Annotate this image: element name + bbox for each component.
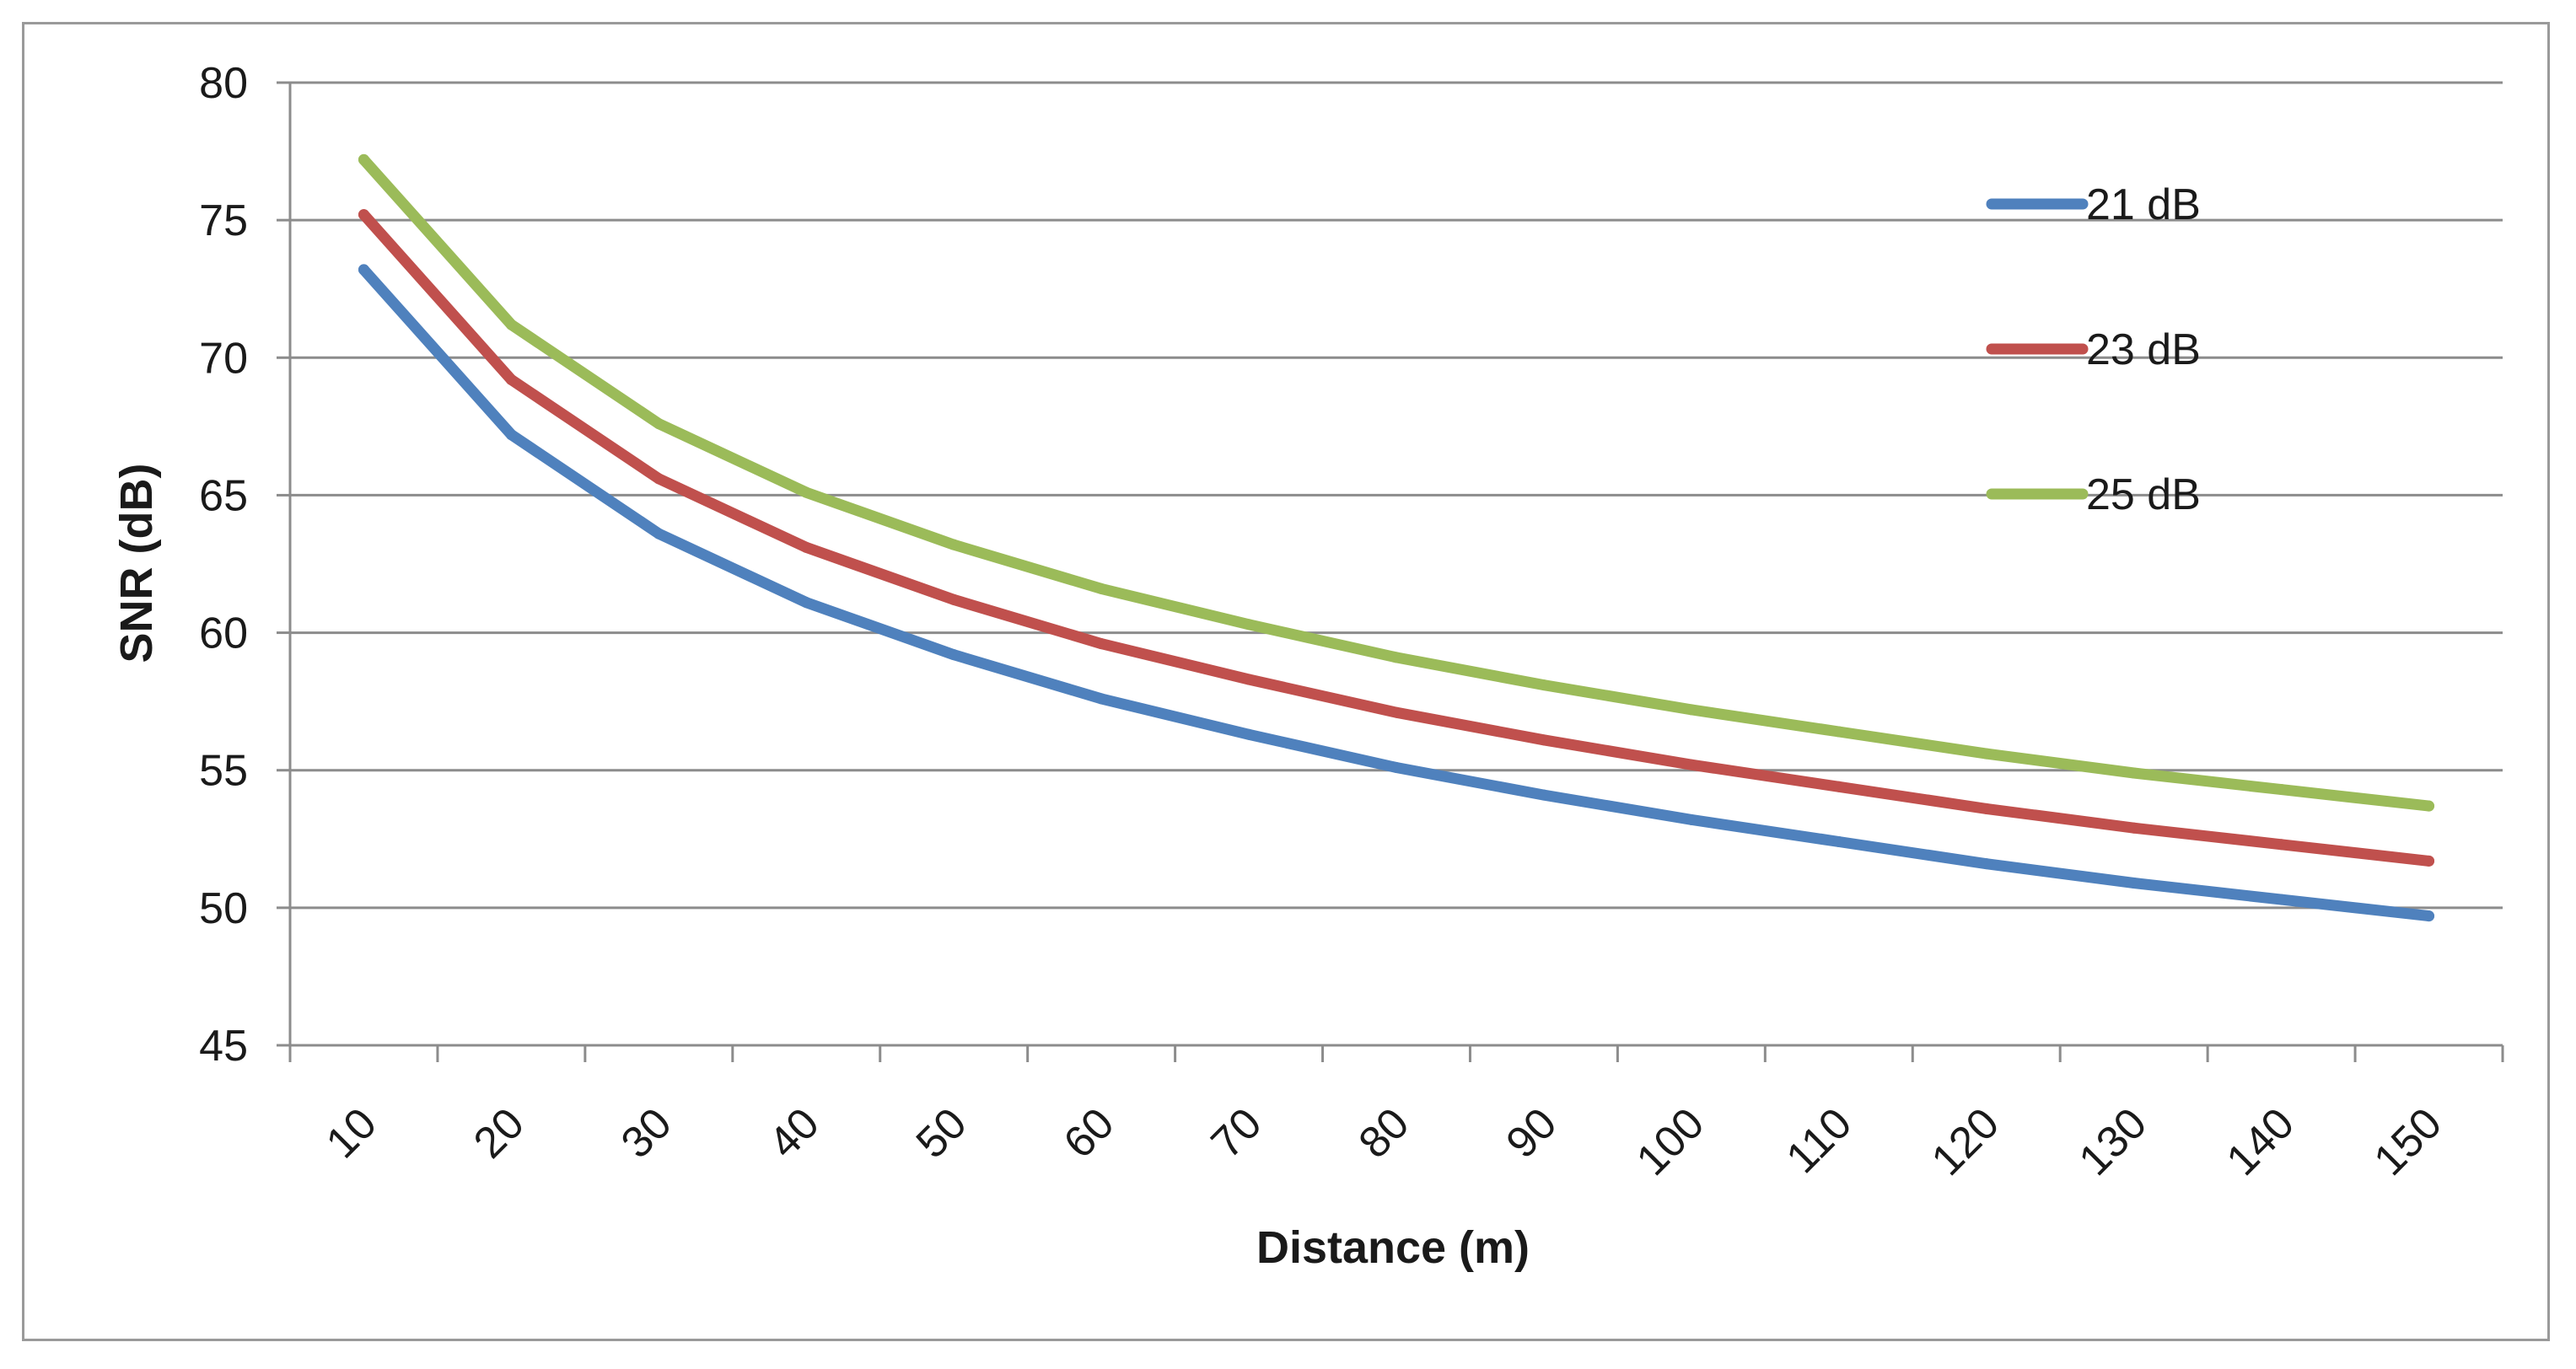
x-tick-label: 90 xyxy=(1498,1098,1567,1168)
x-tick-label: 120 xyxy=(1923,1098,2009,1184)
y-tick-label: 80 xyxy=(199,59,248,108)
data-point xyxy=(358,264,369,276)
x-tick-label: 70 xyxy=(1202,1098,1272,1168)
x-tick-label: 110 xyxy=(1777,1098,1862,1183)
data-point xyxy=(653,528,664,540)
data-point xyxy=(2423,855,2435,867)
data-point xyxy=(1390,761,1402,773)
y-axis-title: SNR (dB) xyxy=(111,464,162,663)
x-tick-label: 100 xyxy=(1627,1098,1713,1184)
x-tick-label: 60 xyxy=(1055,1098,1124,1168)
x-tick-label: 30 xyxy=(612,1098,681,1168)
data-point xyxy=(2128,877,2140,889)
x-tick-label: 140 xyxy=(2218,1098,2304,1184)
x-tick-label: 130 xyxy=(2070,1098,2156,1184)
data-point xyxy=(2276,894,2288,905)
data-point xyxy=(800,486,812,498)
legend-label: 21 dB xyxy=(2086,180,2201,229)
data-point xyxy=(1833,781,1845,792)
data-point xyxy=(1833,726,1845,738)
y-tick-label: 45 xyxy=(199,1022,248,1071)
legend-label: 25 dB xyxy=(2086,470,2201,519)
x-tick-label: 80 xyxy=(1350,1098,1419,1168)
data-point xyxy=(1095,693,1107,705)
x-tick-label: 40 xyxy=(760,1098,829,1168)
data-point xyxy=(1981,748,1993,760)
data-point xyxy=(1686,704,1697,716)
y-tick-label: 65 xyxy=(199,471,248,520)
y-tick-label: 50 xyxy=(199,884,248,933)
data-point xyxy=(1095,638,1107,650)
data-point xyxy=(358,209,369,221)
data-point xyxy=(948,593,960,605)
data-point xyxy=(1833,836,1845,848)
data-point xyxy=(1538,734,1550,746)
data-point xyxy=(1538,679,1550,691)
data-point xyxy=(505,429,517,441)
y-tick-label: 75 xyxy=(199,196,248,245)
data-point xyxy=(948,539,960,550)
data-point xyxy=(948,649,960,661)
data-point xyxy=(1390,652,1402,663)
data-point xyxy=(1686,759,1697,770)
data-point xyxy=(1243,619,1255,631)
x-axis-title: Distance (m) xyxy=(1256,1222,1530,1273)
data-point xyxy=(1390,706,1402,718)
data-point xyxy=(653,418,664,430)
data-point xyxy=(358,153,369,165)
data-point xyxy=(653,473,664,485)
data-point xyxy=(800,541,812,553)
data-point xyxy=(1686,813,1697,825)
data-point xyxy=(1095,582,1107,594)
data-point xyxy=(2423,800,2435,812)
data-point xyxy=(1981,858,1993,870)
legend: 21 dB 23 dB 25 dB xyxy=(1986,180,2201,519)
data-point xyxy=(2276,784,2288,796)
x-tick-label: 20 xyxy=(465,1098,534,1168)
series-lines xyxy=(358,153,2435,922)
data-point xyxy=(1981,803,1993,814)
x-tick-label: 150 xyxy=(2365,1098,2451,1184)
x-tick-label: 50 xyxy=(907,1098,976,1168)
x-tick-label: 10 xyxy=(317,1098,386,1168)
y-tick-label: 70 xyxy=(199,334,248,383)
legend-label: 23 dB xyxy=(2086,325,2201,374)
data-point xyxy=(1243,674,1255,685)
data-point xyxy=(505,319,517,330)
y-tick-label: 60 xyxy=(199,609,248,658)
y-tick-label: 55 xyxy=(199,747,248,796)
data-point xyxy=(1243,728,1255,740)
data-point xyxy=(1538,789,1550,801)
data-point xyxy=(2423,910,2435,922)
data-point xyxy=(505,373,517,385)
data-point xyxy=(800,597,812,609)
data-point xyxy=(2128,767,2140,779)
data-point xyxy=(2276,839,2288,851)
data-point xyxy=(2128,822,2140,834)
